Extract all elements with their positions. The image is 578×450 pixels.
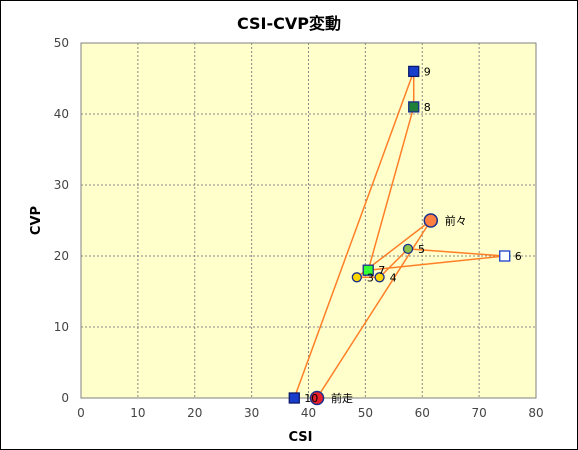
x-tick-label: 40 — [301, 406, 316, 420]
y-tick-label: 20 — [54, 249, 69, 263]
point-label: 4 — [390, 271, 397, 284]
trajectory-segment — [368, 255, 505, 271]
y-tick-label: 10 — [54, 320, 69, 334]
grid-lines — [81, 43, 536, 398]
y-tick-label: 40 — [54, 107, 69, 121]
data-point — [309, 390, 325, 406]
x-tick-label: 80 — [528, 406, 543, 420]
point-label: 前走 — [331, 391, 353, 405]
point-label: 8 — [424, 101, 431, 114]
chart-title: CSI-CVP変動 — [236, 14, 341, 33]
trajectory-segment — [407, 248, 505, 257]
point-label: 9 — [424, 65, 431, 78]
point-label: 6 — [515, 250, 522, 263]
x-tick-label: 50 — [358, 406, 373, 420]
x-axis-title: CSI — [289, 430, 313, 445]
data-markers — [288, 65, 511, 406]
data-point — [374, 272, 385, 283]
point-label: 10 — [304, 392, 318, 405]
x-tick-label: 0 — [77, 406, 85, 420]
data-point — [288, 392, 300, 404]
data-point — [408, 101, 420, 113]
x-tick-label: 30 — [244, 406, 259, 420]
x-tick-label: 70 — [471, 406, 486, 420]
y-axis-title: CVP — [29, 206, 44, 235]
point-label: 7 — [378, 264, 385, 277]
x-tick-label: 10 — [130, 406, 145, 420]
y-tick-label: 50 — [54, 36, 69, 50]
y-tick-label: 30 — [54, 178, 69, 192]
trajectory-segment — [367, 106, 415, 271]
data-point — [362, 264, 374, 276]
y-tick-label: 0 — [61, 391, 69, 405]
trajectory-segment — [293, 71, 415, 399]
data-point — [351, 272, 362, 283]
data-point — [423, 213, 439, 228]
point-label: 3 — [367, 271, 374, 284]
x-tick-label: 20 — [187, 406, 202, 420]
tick-labels: 0 10 20 30 40 50 60 70 80 0 10 20 30 40 50 — [54, 36, 544, 420]
point-label: 前々 — [445, 214, 467, 228]
point-label: 5 — [418, 243, 425, 256]
data-point — [499, 250, 511, 262]
trajectory-segment — [379, 248, 409, 278]
plot-border — [80, 42, 537, 399]
data-point — [402, 243, 414, 255]
x-tick-label: 60 — [415, 406, 430, 420]
data-point — [408, 65, 420, 78]
